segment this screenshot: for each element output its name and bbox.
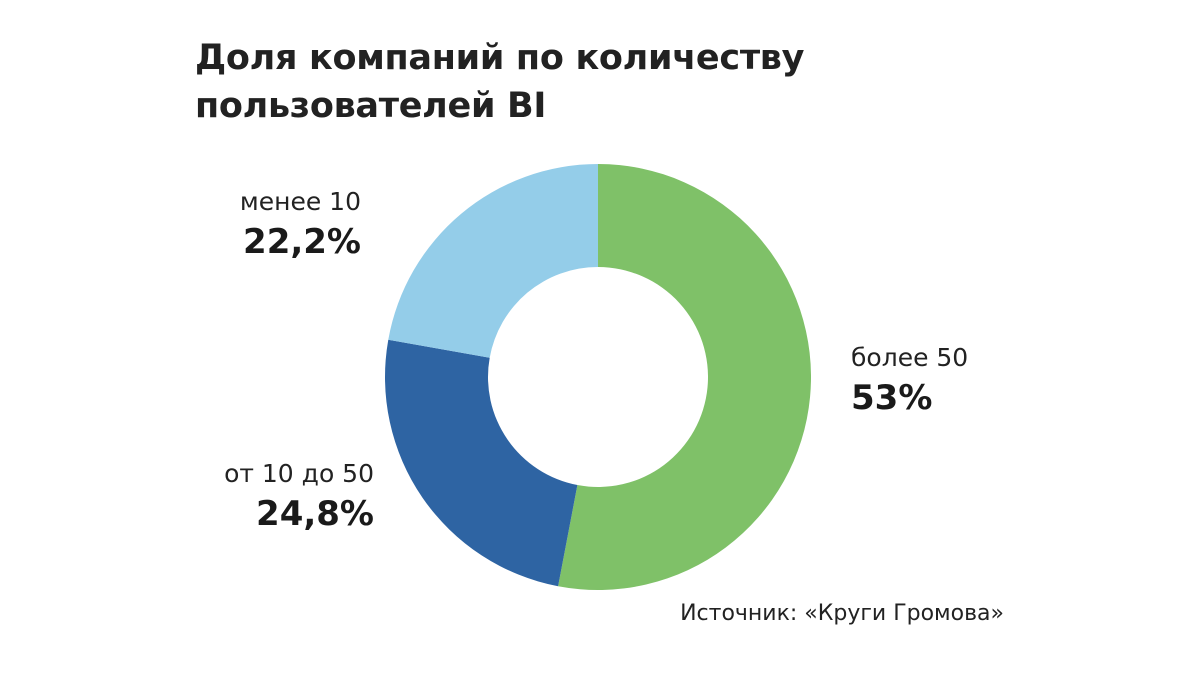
donut-slice-less-10 (388, 164, 598, 358)
slice-label-more-50: более 50 53% (851, 342, 968, 420)
slice-value-more-50: 53% (851, 378, 933, 418)
slice-category-more-50: более 50 (851, 343, 969, 372)
chart-source: Источник: «Круги Громова» (680, 601, 1004, 626)
slice-label-less-10: менее 10 22,2% (240, 186, 361, 264)
slice-category-less-10: менее 10 (239, 187, 361, 216)
chart-title: Доля компаний по количеству пользователе… (195, 34, 915, 130)
slice-label-10-to-50: от 10 до 50 24,8% (224, 458, 374, 536)
slice-value-10-to-50: 24,8% (256, 494, 374, 534)
donut-slice-more-50 (558, 164, 812, 590)
chart-title-line-1: Доля компаний по количеству (195, 38, 805, 78)
slice-value-less-10: 22,2% (243, 222, 361, 262)
donut-slice-10-to-50 (385, 339, 578, 587)
chart-title-line-2: пользователей BI (195, 86, 547, 126)
slice-category-10-to-50: от 10 до 50 (224, 459, 374, 488)
